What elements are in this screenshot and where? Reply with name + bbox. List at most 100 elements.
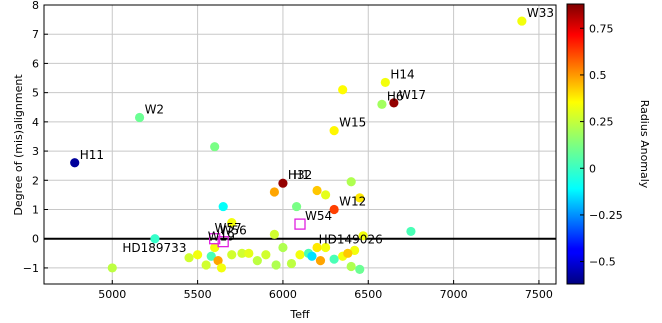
y-tick-label: 2 [32, 174, 39, 187]
annotation-label: W57 [215, 221, 242, 235]
x-tick-label: 7500 [525, 288, 553, 301]
colorbar-ticks: −0.5 −0.25 0 0.25 0.5 0.75 [580, 22, 623, 269]
y-tick-label: 3 [32, 145, 39, 158]
square-marker-label: W54 [305, 209, 332, 223]
data-point [216, 263, 227, 273]
colorbar-tick-label: 0 [589, 162, 596, 175]
data-point [70, 158, 80, 168]
data-point [329, 126, 339, 136]
data-point [184, 253, 194, 263]
data-point [380, 77, 390, 88]
data-point [201, 260, 211, 270]
y-tick-label: 8 [32, 0, 39, 12]
data-point [291, 201, 302, 212]
data-point [377, 99, 387, 109]
data-point [389, 98, 399, 108]
y-axis-title: Degree of (mis)alignment [12, 74, 25, 216]
data-point [338, 85, 348, 95]
data-point [237, 248, 247, 258]
data-point [210, 142, 220, 152]
data-point [315, 256, 326, 266]
y-tick-label: 0 [32, 233, 39, 246]
colorbar-title: Radius Anomaly [638, 100, 651, 189]
x-tick-label: 5500 [184, 288, 212, 301]
data-point [295, 250, 305, 260]
plot-frame [43, 4, 557, 285]
data-point [278, 242, 288, 253]
x-axis-ticks: 5000 5500 6000 6500 7000 7500 [98, 280, 553, 301]
point-label: W17 [399, 88, 426, 102]
data-point [271, 260, 281, 270]
square-marker [217, 235, 229, 248]
data-point [252, 256, 262, 266]
y-tick-label: −1 [23, 262, 39, 275]
annotation-label: W19 [208, 230, 235, 244]
y-tick-label: 4 [32, 116, 39, 129]
point-label: H14 [390, 67, 414, 81]
data-point [210, 242, 220, 253]
point-label: H6 [387, 89, 404, 103]
data-point [329, 254, 339, 264]
data-point [517, 16, 527, 26]
data-point [355, 193, 365, 203]
x-tick-label: 6000 [269, 288, 297, 301]
annotation-label: H1 [293, 168, 310, 182]
y-tick-label: 1 [32, 204, 39, 217]
y-tick-label: 7 [32, 28, 39, 41]
y-axis-ticks: −1 0 1 2 3 4 5 6 7 8 [23, 0, 48, 275]
data-points [70, 16, 527, 274]
data-point [244, 248, 254, 258]
point-label: W12 [339, 195, 366, 209]
data-point [406, 226, 416, 237]
data-point [206, 251, 216, 261]
data-point [269, 229, 279, 239]
x-tick-label: 5000 [98, 288, 126, 301]
data-point [269, 187, 279, 197]
data-point [346, 261, 356, 272]
data-point [261, 250, 271, 260]
y-tick-label: 5 [32, 87, 39, 100]
colorbar [566, 3, 585, 285]
data-point [307, 251, 317, 261]
point-label: W15 [339, 116, 366, 130]
data-point [134, 112, 145, 123]
data-point [278, 178, 288, 188]
y-tick-label: 6 [32, 57, 39, 70]
data-point [312, 185, 322, 196]
data-point [358, 231, 368, 241]
colorbar-tick-label: −0.5 [589, 256, 616, 269]
data-point [213, 256, 223, 266]
x-axis-title: Teff [289, 308, 310, 321]
data-point [218, 201, 228, 212]
data-point [321, 190, 331, 200]
data-point [107, 263, 117, 273]
square-marker [294, 218, 306, 230]
point-label: W33 [527, 6, 554, 20]
x-tick-label: 6500 [354, 288, 382, 301]
colorbar-tick-label: −0.25 [589, 209, 623, 222]
colorbar-tick-label: 0.25 [589, 116, 614, 129]
data-point [193, 250, 203, 260]
point-label: H11 [80, 148, 104, 162]
point-label: W2 [145, 102, 165, 116]
square-marker-label: W56 [220, 224, 247, 238]
colorbar-tick-label: 0.5 [589, 69, 607, 82]
data-point [150, 234, 160, 244]
data-point [312, 242, 322, 253]
point-label: H32 [288, 168, 312, 182]
grid-lines [44, 4, 556, 284]
x-tick-label: 7000 [440, 288, 468, 301]
data-point [346, 177, 356, 187]
data-point [321, 242, 331, 253]
annotation-label: HD149026 [319, 232, 383, 246]
data-point [343, 248, 353, 258]
data-point [227, 218, 237, 228]
colorbar-tick-label: 0.75 [589, 22, 614, 35]
data-point [227, 250, 237, 260]
annotation-label: HD189733 [122, 241, 186, 255]
square-marker [209, 233, 221, 245]
data-point [286, 258, 297, 269]
data-point [329, 204, 339, 215]
